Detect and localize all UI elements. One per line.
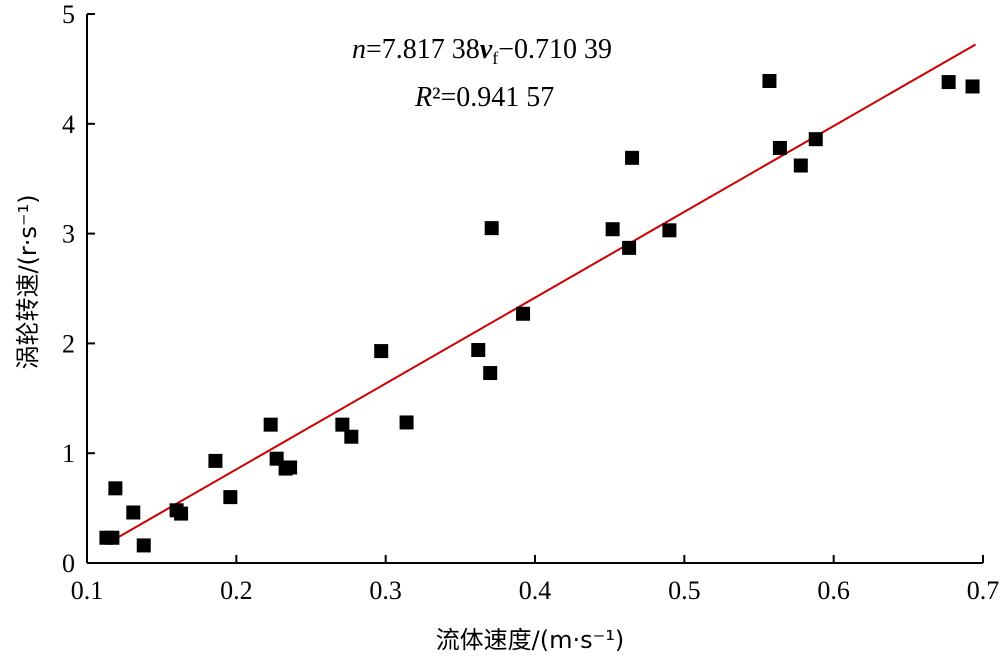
fit-line xyxy=(107,43,977,545)
x-tick-label: 0.3 xyxy=(369,576,402,605)
data-point xyxy=(516,306,531,321)
data-point xyxy=(605,222,620,237)
data-point xyxy=(625,150,640,165)
data-point xyxy=(263,417,278,432)
data-point xyxy=(484,221,499,236)
data-point xyxy=(941,75,956,90)
data-point xyxy=(483,366,498,381)
data-point xyxy=(105,530,120,545)
data-point xyxy=(335,417,350,432)
axes xyxy=(86,13,984,564)
points-group xyxy=(99,73,980,553)
data-point xyxy=(136,538,151,553)
fit-equation: n=7.817 38vf−0.710 39 xyxy=(352,34,612,68)
y-tick-label: 2 xyxy=(62,329,75,358)
data-point xyxy=(126,505,141,520)
data-point xyxy=(965,79,980,94)
y-axis-title: 涡轮转速/(r·s⁻¹) xyxy=(14,194,42,369)
data-point xyxy=(174,506,189,521)
fit-line-group xyxy=(107,43,977,545)
data-point xyxy=(662,223,677,238)
data-point xyxy=(793,158,808,173)
data-point xyxy=(471,342,486,357)
y-tick-label: 5 xyxy=(62,0,75,29)
data-point xyxy=(622,240,637,255)
y-tick-label: 0 xyxy=(62,549,75,578)
x-tick-label: 0.2 xyxy=(220,576,253,605)
x-axis-title: 流体速度/(m·s⁻¹) xyxy=(436,626,625,654)
tick-labels: 0.1 0.2 0.3 0.4 0.5 0.6 0.7 0 1 2 3 4 5 xyxy=(62,0,999,605)
x-tick-label: 0.4 xyxy=(519,576,552,605)
x-tick-label: 0.5 xyxy=(668,576,701,605)
r-squared: R²=0.941 57 xyxy=(414,82,554,113)
data-point xyxy=(399,415,414,430)
data-point xyxy=(344,429,359,444)
data-point xyxy=(374,344,389,359)
x-tick-label: 0.1 xyxy=(71,576,104,605)
data-point xyxy=(223,490,238,505)
y-tick-label: 3 xyxy=(62,220,75,249)
data-point xyxy=(283,460,298,475)
data-point xyxy=(772,140,787,155)
data-point xyxy=(762,73,777,88)
x-tick-label: 0.6 xyxy=(817,576,850,605)
y-tick-label: 4 xyxy=(62,110,75,139)
x-tick-label: 0.7 xyxy=(967,576,1000,605)
data-point xyxy=(808,132,823,147)
data-point xyxy=(208,453,223,468)
data-point xyxy=(108,481,123,496)
y-tick-label: 1 xyxy=(62,439,75,468)
